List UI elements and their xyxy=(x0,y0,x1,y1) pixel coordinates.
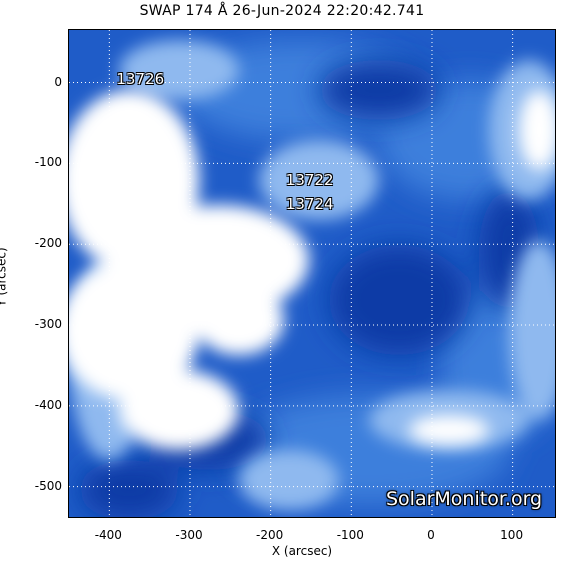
solar-image-frame xyxy=(68,29,556,518)
x-tick-label: -300 xyxy=(175,528,203,542)
x-tick-label: -400 xyxy=(94,528,122,542)
y-tick-label: 0 xyxy=(54,74,62,89)
active-region-label: 13724 xyxy=(285,194,334,213)
coordinate-grid xyxy=(69,30,555,517)
x-tick-label: 0 xyxy=(427,528,435,542)
y-axis-label: Y (arcsec) xyxy=(0,247,9,306)
watermark: SolarMonitor.org xyxy=(386,488,543,510)
solar-image xyxy=(69,30,555,517)
image-title: SWAP 174 Å 26-Jun-2024 22:20:42.741 xyxy=(139,3,425,19)
y-tick-label: -500 xyxy=(34,478,62,493)
y-tick-label: -100 xyxy=(34,155,62,170)
x-tick-label: -200 xyxy=(256,528,284,542)
active-region-label: 13726 xyxy=(116,69,165,88)
active-region-label: 13722 xyxy=(285,170,334,189)
active-region-brightening xyxy=(69,90,555,450)
x-tick-label: 100 xyxy=(500,528,524,542)
y-tick-label: -400 xyxy=(34,397,62,412)
x-axis-label: X (arcsec) xyxy=(271,544,333,558)
y-tick-label: -200 xyxy=(34,236,62,251)
x-tick-label: -100 xyxy=(336,528,364,542)
y-tick-label: -300 xyxy=(34,317,62,332)
